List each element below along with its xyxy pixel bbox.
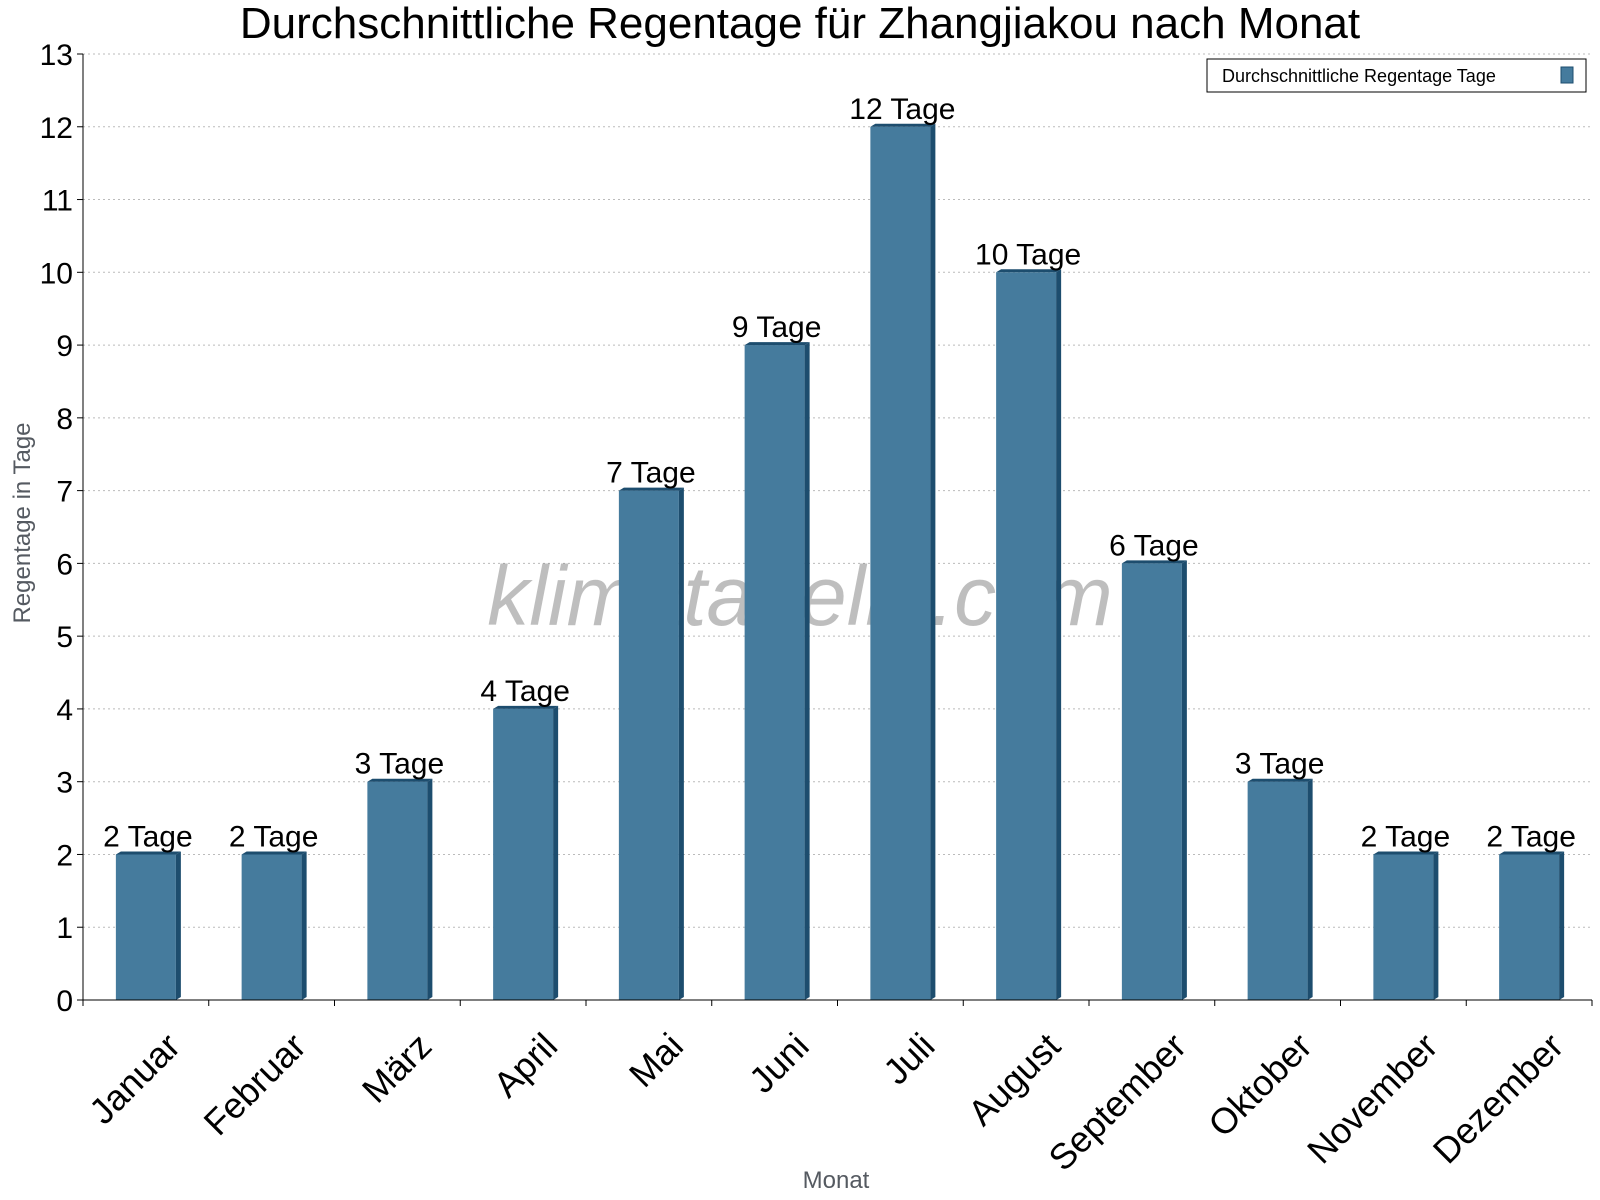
chart-title: Durchschnittliche Regentage für Zhangjia… — [240, 0, 1360, 48]
bar — [1499, 854, 1560, 1000]
y-tick-label: 13 — [40, 39, 73, 72]
bar — [1373, 854, 1434, 1000]
bar — [367, 781, 428, 1000]
bar-top — [1247, 778, 1313, 782]
y-tick-label: 5 — [56, 621, 73, 654]
y-tick-label: 1 — [56, 912, 73, 945]
bar — [493, 708, 554, 1000]
bar-label: 4 Tage — [480, 675, 570, 708]
bar-top — [744, 342, 810, 346]
y-tick-label: 8 — [56, 403, 73, 436]
bar-group: 3 Tage — [355, 748, 445, 1000]
bar-side — [1181, 560, 1187, 1000]
bar-side — [1307, 778, 1313, 1000]
y-tick-label: 12 — [40, 112, 73, 145]
bar-group: 7 Tage — [606, 457, 696, 1001]
bar-label: 9 Tage — [732, 311, 822, 344]
x-tick-label: Mai — [621, 1025, 691, 1095]
y-tick-label: 2 — [56, 839, 73, 872]
bar-side — [1559, 851, 1565, 1000]
bar-top — [1373, 851, 1439, 855]
x-tick-label: August — [960, 1025, 1068, 1133]
x-tick-label: November — [1299, 1025, 1445, 1171]
bar-label: 2 Tage — [1486, 820, 1576, 853]
bar-top — [618, 487, 684, 491]
x-tick-label: Februar — [196, 1025, 314, 1143]
bar-label: 12 Tage — [849, 93, 955, 126]
x-tick-label: Januar — [81, 1025, 188, 1132]
y-tick-label: 6 — [56, 548, 73, 581]
bar-group: 2 Tage — [1361, 820, 1451, 1000]
bar — [996, 272, 1057, 1000]
bar-side — [553, 705, 559, 1000]
bar-label: 2 Tage — [1361, 820, 1451, 853]
bar-label: 3 Tage — [1235, 748, 1325, 781]
bar — [744, 345, 805, 1001]
bar-top — [996, 269, 1062, 273]
bar-group: 4 Tage — [480, 675, 570, 1000]
x-ticks: Januar Februar März April Mai Juni Juli AugustS… — [81, 1000, 1593, 1179]
bar-label: 10 Tage — [975, 238, 1081, 271]
x-tick-label: September — [1040, 1025, 1194, 1179]
bar-group: 3 Tage — [1235, 748, 1325, 1000]
y-tick-label: 10 — [40, 257, 73, 290]
y-tick-label: 9 — [56, 330, 73, 363]
bar-group: 10 Tage — [975, 238, 1081, 1000]
bar-side — [930, 123, 936, 1001]
bars: 2 Tage 2 Tage 3 Tage 4 Tage 7 Tage 9 Tage 12 T… — [103, 93, 1576, 1001]
legend-box — [1206, 58, 1587, 93]
bar-side — [678, 487, 684, 1001]
bar-top — [241, 851, 307, 855]
bar-group: 6 Tage — [1109, 529, 1199, 1000]
x-tick-label: Oktober — [1200, 1025, 1320, 1145]
bar-label: 7 Tage — [606, 457, 696, 490]
x-tick-label: April — [485, 1025, 565, 1105]
axes — [82, 54, 1592, 1001]
bar-top — [1499, 851, 1565, 855]
bar-side — [1056, 269, 1062, 1000]
bar-group: 9 Tage — [732, 311, 822, 1001]
bar — [618, 490, 679, 1000]
bar-group: 2 Tage — [103, 820, 193, 1000]
y-tick-label: 3 — [56, 767, 73, 800]
y-tick-label: 0 — [56, 985, 73, 1018]
legend-label: Durchschnittliche Regentage Tage — [1222, 66, 1496, 86]
bar-top — [1121, 560, 1187, 564]
bar — [241, 854, 302, 1000]
x-tick-label: März — [354, 1025, 440, 1111]
bar-side — [175, 851, 181, 1000]
bar-label: 2 Tage — [103, 820, 193, 853]
bar-side — [427, 778, 433, 1000]
x-tick-label: Juni — [741, 1025, 817, 1101]
x-axis-label: Monat — [803, 1167, 870, 1194]
x-tick-label: Dezember — [1425, 1025, 1571, 1171]
bar-label: 6 Tage — [1109, 529, 1199, 562]
y-tick-label: 11 — [42, 185, 73, 218]
y-axis-label: Regentage in Tage — [9, 422, 36, 623]
x-tick-label: Juli — [875, 1025, 942, 1092]
legend-swatch — [1560, 66, 1574, 84]
grid-lines — [83, 53, 1592, 928]
bar-group: 2 Tage — [1486, 820, 1576, 1000]
bar-top — [870, 123, 936, 127]
bar-top — [367, 778, 433, 782]
bar-group: 12 Tage — [849, 93, 955, 1001]
bar-side — [804, 342, 810, 1001]
bar — [870, 126, 931, 1001]
bar-label: 2 Tage — [229, 820, 319, 853]
bar — [1121, 563, 1182, 1000]
y-tick-label: 7 — [56, 476, 73, 509]
bar-top — [493, 705, 559, 709]
legend: Durchschnittliche Regentage Tage — [1206, 58, 1587, 93]
bar-label: 3 Tage — [355, 748, 445, 781]
bar — [1247, 781, 1308, 1000]
bar-side — [301, 851, 307, 1000]
bar-group: 2 Tage — [229, 820, 319, 1000]
bar-top — [115, 851, 181, 855]
bar — [115, 854, 176, 1000]
y-tick-label: 4 — [56, 694, 73, 727]
bar-side — [1433, 851, 1439, 1000]
